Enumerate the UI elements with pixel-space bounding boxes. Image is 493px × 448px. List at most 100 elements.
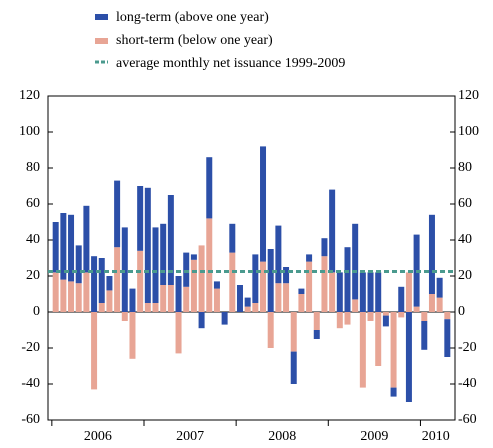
bar xyxy=(352,299,359,312)
bar xyxy=(52,222,59,273)
bar xyxy=(329,272,336,312)
y2-tick-label: -40 xyxy=(458,376,477,391)
bar xyxy=(352,223,359,300)
bar xyxy=(98,258,105,303)
bar xyxy=(190,254,197,260)
bar xyxy=(313,312,320,330)
bar xyxy=(390,312,397,388)
x-tick-label: 2008 xyxy=(268,429,296,444)
bar xyxy=(306,261,313,312)
bar xyxy=(236,285,243,312)
bar xyxy=(167,195,174,285)
y-tick-label: -20 xyxy=(21,340,40,355)
bar xyxy=(413,306,420,312)
bar xyxy=(359,312,366,388)
bar xyxy=(398,312,405,318)
bar xyxy=(91,256,98,312)
y2-tick-label: -60 xyxy=(458,412,477,427)
legend-label: long-term (above one year) xyxy=(116,10,269,25)
bar xyxy=(198,312,205,329)
x-tick-label: 2010 xyxy=(422,429,450,444)
x-tick-label: 2007 xyxy=(176,429,204,444)
bar xyxy=(83,272,90,312)
bar xyxy=(283,267,290,284)
bar xyxy=(390,387,397,397)
bar xyxy=(444,312,451,320)
y2-tick-label: 60 xyxy=(458,196,472,211)
legend-label: average monthly net issuance 1999-2009 xyxy=(116,56,345,71)
bar xyxy=(114,180,121,248)
legend-label: short-term (below one year) xyxy=(116,33,273,48)
bar xyxy=(106,290,113,312)
bar xyxy=(313,330,320,339)
bar xyxy=(129,312,136,359)
bar xyxy=(160,285,167,312)
bar xyxy=(244,306,251,312)
bar xyxy=(275,225,282,284)
bar xyxy=(229,252,236,312)
bar xyxy=(137,186,144,251)
bar xyxy=(206,157,213,219)
y-tick-label: 80 xyxy=(26,160,40,175)
bar xyxy=(175,276,182,312)
bar xyxy=(229,223,236,253)
y2-tick-label: 20 xyxy=(458,268,472,283)
bar xyxy=(444,319,451,357)
bar xyxy=(121,227,128,312)
bar xyxy=(329,189,336,273)
y-tick-label: 0 xyxy=(33,304,40,319)
y2-tick-label: 0 xyxy=(458,304,465,319)
y2-tick-label: 40 xyxy=(458,232,472,247)
bar xyxy=(75,245,82,284)
y-tick-label: -60 xyxy=(21,412,40,427)
bar xyxy=(290,312,297,352)
bar xyxy=(398,286,405,312)
y-tick-label: 120 xyxy=(19,88,40,103)
y-tick-label: 40 xyxy=(26,232,40,247)
bar xyxy=(382,315,389,327)
bar xyxy=(344,312,351,325)
bar xyxy=(91,312,98,390)
bar xyxy=(436,277,443,298)
bar xyxy=(68,281,75,312)
bar xyxy=(252,303,259,312)
bar xyxy=(336,312,343,329)
bar xyxy=(144,303,151,312)
bar xyxy=(183,252,190,287)
bar xyxy=(68,214,75,282)
bar xyxy=(75,283,82,312)
bar xyxy=(382,312,389,316)
bar xyxy=(152,227,159,303)
legend-swatch xyxy=(95,14,108,20)
bar xyxy=(152,303,159,312)
bar xyxy=(405,272,412,312)
y2-tick-label: 100 xyxy=(458,124,479,139)
bar xyxy=(252,254,259,303)
bar xyxy=(60,213,67,280)
y-tick-label: 20 xyxy=(26,268,40,283)
bar xyxy=(298,294,305,312)
bar xyxy=(260,261,267,312)
bar xyxy=(336,272,343,312)
bar xyxy=(367,312,374,321)
bar xyxy=(167,285,174,312)
y2-tick-label: -20 xyxy=(458,340,477,355)
bar xyxy=(221,312,228,325)
bar xyxy=(267,312,274,348)
bar xyxy=(144,187,151,303)
bar xyxy=(421,321,428,350)
bar xyxy=(375,312,382,366)
bar xyxy=(190,259,197,312)
bar xyxy=(298,288,305,294)
bar xyxy=(321,238,328,257)
bar xyxy=(60,279,67,312)
bar xyxy=(321,256,328,312)
bar xyxy=(260,146,267,262)
bar xyxy=(129,288,136,312)
bar xyxy=(213,281,220,289)
bar xyxy=(421,312,428,321)
bar xyxy=(198,245,205,312)
bar xyxy=(267,249,274,312)
x-tick-label: 2009 xyxy=(360,429,388,444)
